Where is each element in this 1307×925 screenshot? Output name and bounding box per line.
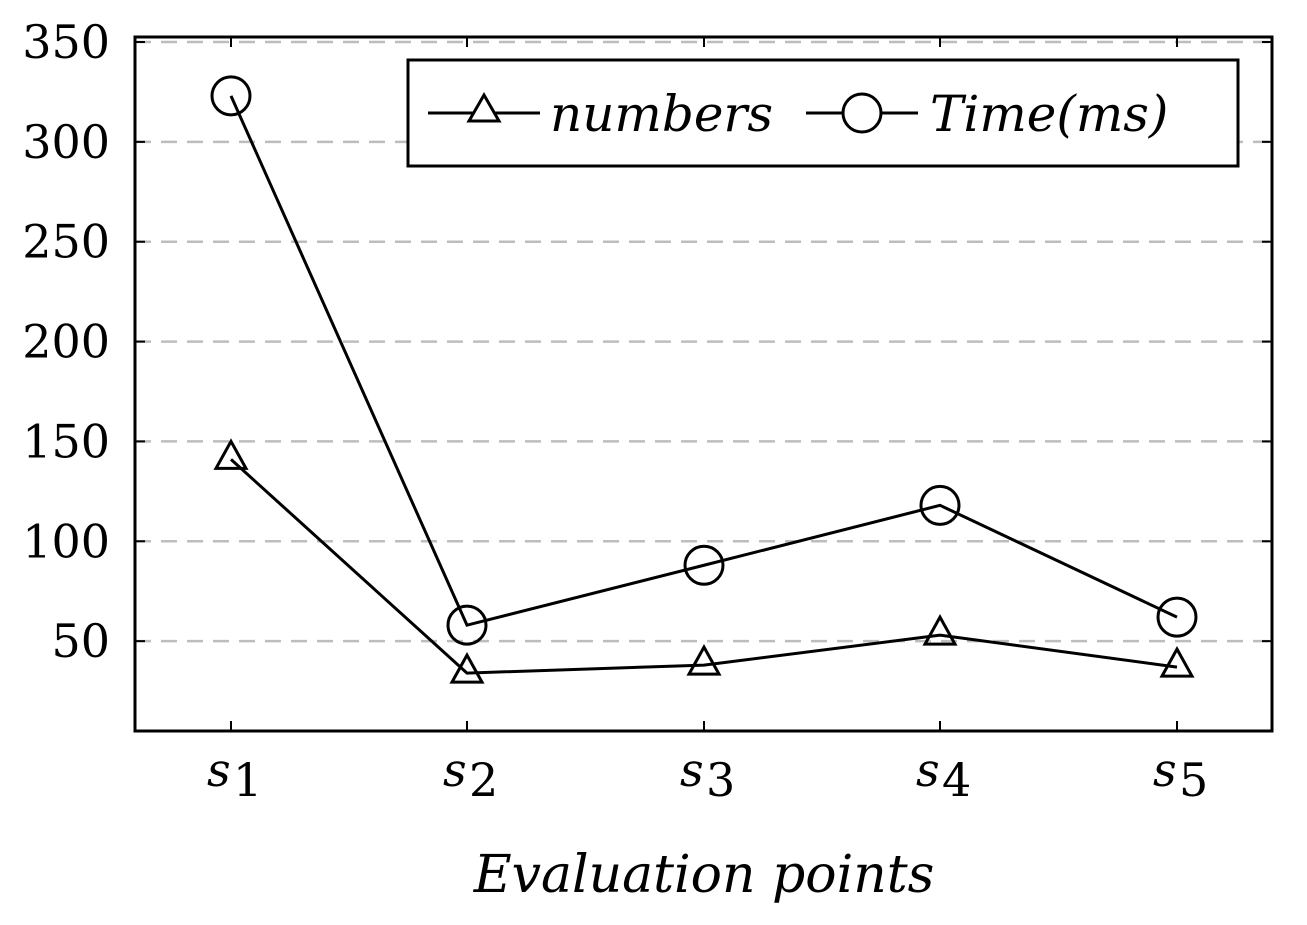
data-point-numbers <box>922 614 958 646</box>
legend-item-numbers: numbers <box>428 85 773 143</box>
circle-marker-icon <box>841 92 883 134</box>
y-tick-label: 300 <box>22 115 110 169</box>
data-point-time <box>683 544 725 586</box>
y-tick-label: 100 <box>22 514 110 568</box>
data-point-numbers <box>686 644 722 676</box>
legend-box <box>406 58 1240 168</box>
legend: numbers Time(ms) <box>406 58 1240 168</box>
plot-area-frame <box>133 35 1274 733</box>
x-tick-label: s <box>443 743 467 797</box>
legend-item-time: Time(ms) <box>806 85 1168 143</box>
y-tick-label: 250 <box>22 215 110 269</box>
y-tick-label: 200 <box>22 315 110 369</box>
x-tick-label: s <box>207 743 231 797</box>
x-tick-subscript: 3 <box>706 753 735 807</box>
x-tick-subscript: 5 <box>1179 753 1208 807</box>
legend-label-time: Time(ms) <box>930 85 1168 143</box>
y-axis-ticks: 50 100 150 200 250 300 350 <box>22 15 1272 668</box>
triangle-marker-icon <box>466 91 502 123</box>
x-tick-label: s <box>1153 743 1177 797</box>
y-tick-label: 150 <box>22 414 110 468</box>
series-line-numbers <box>229 458 1178 675</box>
x-axis-title: Evaluation points <box>473 845 935 905</box>
data-point-time <box>919 484 961 526</box>
x-tick-subscript: 1 <box>233 753 262 807</box>
data-point-numbers <box>1159 646 1195 678</box>
x-tick-label: s <box>916 743 940 797</box>
data-point-time <box>446 604 488 646</box>
data-point-numbers <box>213 438 249 470</box>
y-tick-label: 350 <box>22 15 110 69</box>
x-tick-subscript: 4 <box>942 753 971 807</box>
series-layer <box>210 75 1198 684</box>
legend-label-numbers: numbers <box>550 85 773 143</box>
x-tick-subscript: 2 <box>469 753 498 807</box>
series-line-time <box>229 95 1178 627</box>
data-point-time <box>1156 596 1198 638</box>
data-point-time <box>210 75 252 117</box>
y-tick-label: 50 <box>51 614 110 668</box>
data-point-numbers <box>449 651 485 684</box>
x-tick-label: s <box>680 743 704 797</box>
